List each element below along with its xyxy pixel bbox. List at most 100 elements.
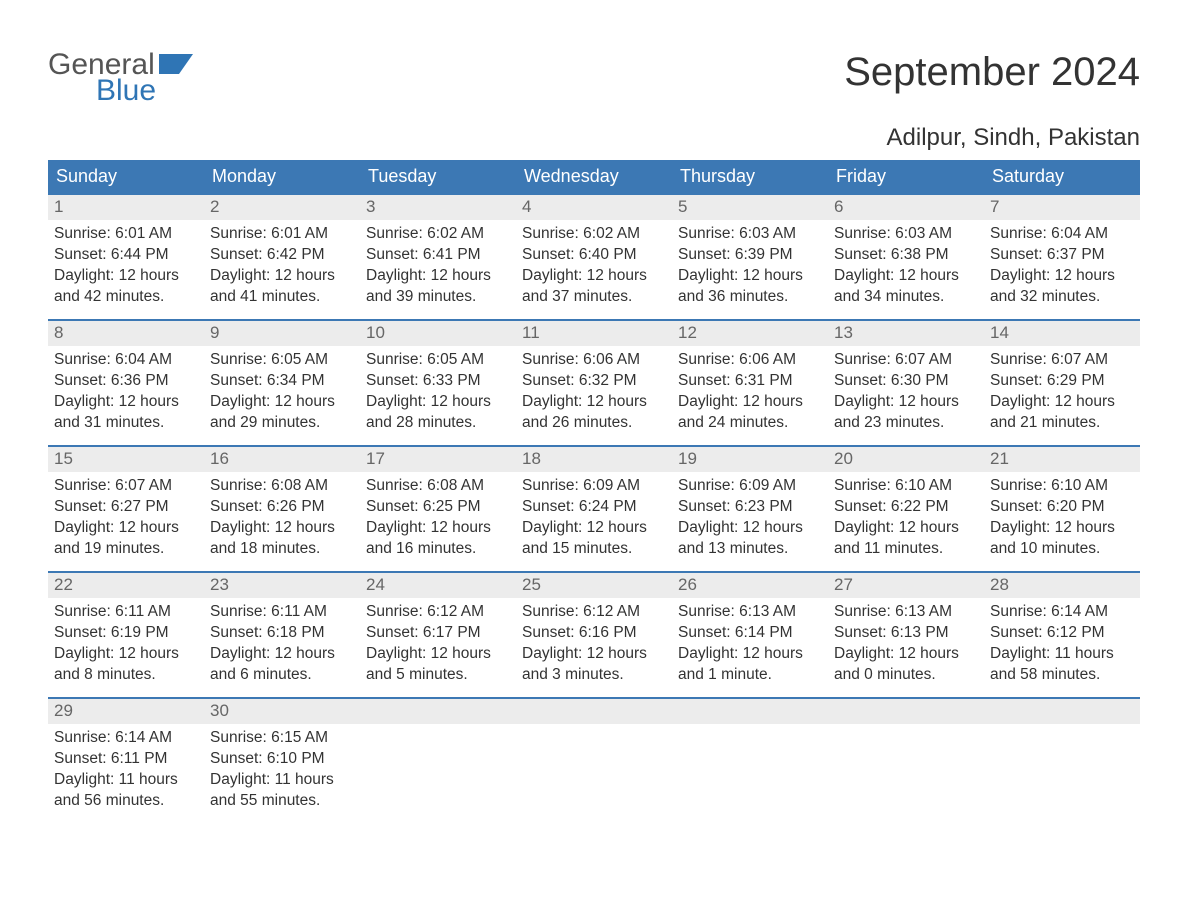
calendar-day-cell: 9Sunrise: 6:05 AMSunset: 6:34 PMDaylight… <box>204 319 360 445</box>
daylight-text-2: and 41 minutes. <box>210 287 354 308</box>
day-number: 30 <box>204 697 360 724</box>
day-number: 29 <box>48 697 204 724</box>
daylight-text-1: Daylight: 12 hours <box>366 644 510 665</box>
day-details: Sunrise: 6:10 AMSunset: 6:20 PMDaylight:… <box>984 472 1140 566</box>
day-number: 3 <box>360 193 516 220</box>
daylight-text-2: and 58 minutes. <box>990 665 1134 686</box>
daylight-text-2: and 34 minutes. <box>834 287 978 308</box>
daylight-text-2: and 21 minutes. <box>990 413 1134 434</box>
calendar-day-cell <box>360 697 516 823</box>
sunset-text: Sunset: 6:41 PM <box>366 245 510 266</box>
day-number: 7 <box>984 193 1140 220</box>
sunset-text: Sunset: 6:42 PM <box>210 245 354 266</box>
daylight-text-2: and 55 minutes. <box>210 791 354 812</box>
daylight-text-2: and 10 minutes. <box>990 539 1134 560</box>
daylight-text-2: and 3 minutes. <box>522 665 666 686</box>
day-number: 24 <box>360 571 516 598</box>
daylight-text-2: and 37 minutes. <box>522 287 666 308</box>
calendar-week-row: 15Sunrise: 6:07 AMSunset: 6:27 PMDayligh… <box>48 445 1140 571</box>
calendar-day-cell: 14Sunrise: 6:07 AMSunset: 6:29 PMDayligh… <box>984 319 1140 445</box>
day-details: Sunrise: 6:05 AMSunset: 6:33 PMDaylight:… <box>360 346 516 440</box>
daylight-text-1: Daylight: 12 hours <box>54 266 198 287</box>
calendar-table: Sunday Monday Tuesday Wednesday Thursday… <box>48 160 1140 823</box>
day-number <box>672 697 828 724</box>
sunset-text: Sunset: 6:37 PM <box>990 245 1134 266</box>
header: General Blue September 2024 <box>48 50 1140 106</box>
daylight-text-1: Daylight: 12 hours <box>210 518 354 539</box>
brand-flag-icon <box>159 50 193 80</box>
daylight-text-1: Daylight: 12 hours <box>210 266 354 287</box>
calendar-day-cell: 5Sunrise: 6:03 AMSunset: 6:39 PMDaylight… <box>672 193 828 319</box>
sunrise-text: Sunrise: 6:04 AM <box>54 350 198 371</box>
daylight-text-1: Daylight: 11 hours <box>210 770 354 791</box>
day-number: 2 <box>204 193 360 220</box>
sunset-text: Sunset: 6:30 PM <box>834 371 978 392</box>
day-number <box>828 697 984 724</box>
day-number: 9 <box>204 319 360 346</box>
daylight-text-1: Daylight: 12 hours <box>54 392 198 413</box>
day-number <box>984 697 1140 724</box>
weekday-header: Monday <box>204 160 360 193</box>
daylight-text-2: and 13 minutes. <box>678 539 822 560</box>
calendar-day-cell: 7Sunrise: 6:04 AMSunset: 6:37 PMDaylight… <box>984 193 1140 319</box>
day-details: Sunrise: 6:11 AMSunset: 6:18 PMDaylight:… <box>204 598 360 692</box>
weekday-header: Saturday <box>984 160 1140 193</box>
daylight-text-1: Daylight: 12 hours <box>210 392 354 413</box>
page-title: September 2024 <box>844 50 1140 95</box>
calendar-day-cell: 30Sunrise: 6:15 AMSunset: 6:10 PMDayligh… <box>204 697 360 823</box>
sunrise-text: Sunrise: 6:12 AM <box>522 602 666 623</box>
daylight-text-2: and 5 minutes. <box>366 665 510 686</box>
day-number: 6 <box>828 193 984 220</box>
daylight-text-2: and 32 minutes. <box>990 287 1134 308</box>
sunset-text: Sunset: 6:14 PM <box>678 623 822 644</box>
daylight-text-1: Daylight: 12 hours <box>54 518 198 539</box>
day-details: Sunrise: 6:05 AMSunset: 6:34 PMDaylight:… <box>204 346 360 440</box>
day-number: 11 <box>516 319 672 346</box>
day-number: 19 <box>672 445 828 472</box>
day-number: 1 <box>48 193 204 220</box>
sunset-text: Sunset: 6:18 PM <box>210 623 354 644</box>
day-details: Sunrise: 6:12 AMSunset: 6:16 PMDaylight:… <box>516 598 672 692</box>
daylight-text-2: and 31 minutes. <box>54 413 198 434</box>
sunrise-text: Sunrise: 6:08 AM <box>210 476 354 497</box>
calendar-week-row: 8Sunrise: 6:04 AMSunset: 6:36 PMDaylight… <box>48 319 1140 445</box>
day-details: Sunrise: 6:01 AMSunset: 6:42 PMDaylight:… <box>204 220 360 314</box>
sunrise-text: Sunrise: 6:06 AM <box>678 350 822 371</box>
sunrise-text: Sunrise: 6:11 AM <box>210 602 354 623</box>
sunset-text: Sunset: 6:16 PM <box>522 623 666 644</box>
daylight-text-2: and 8 minutes. <box>54 665 198 686</box>
day-number: 26 <box>672 571 828 598</box>
day-details: Sunrise: 6:14 AMSunset: 6:11 PMDaylight:… <box>48 724 204 818</box>
sunrise-text: Sunrise: 6:10 AM <box>834 476 978 497</box>
calendar-day-cell: 22Sunrise: 6:11 AMSunset: 6:19 PMDayligh… <box>48 571 204 697</box>
sunset-text: Sunset: 6:33 PM <box>366 371 510 392</box>
sunset-text: Sunset: 6:27 PM <box>54 497 198 518</box>
daylight-text-2: and 6 minutes. <box>210 665 354 686</box>
daylight-text-2: and 42 minutes. <box>54 287 198 308</box>
calendar-day-cell: 15Sunrise: 6:07 AMSunset: 6:27 PMDayligh… <box>48 445 204 571</box>
calendar-day-cell: 23Sunrise: 6:11 AMSunset: 6:18 PMDayligh… <box>204 571 360 697</box>
day-details: Sunrise: 6:08 AMSunset: 6:26 PMDaylight:… <box>204 472 360 566</box>
day-number: 13 <box>828 319 984 346</box>
calendar-day-cell: 13Sunrise: 6:07 AMSunset: 6:30 PMDayligh… <box>828 319 984 445</box>
weekday-header: Tuesday <box>360 160 516 193</box>
weekday-header: Wednesday <box>516 160 672 193</box>
calendar-week-row: 1Sunrise: 6:01 AMSunset: 6:44 PMDaylight… <box>48 193 1140 319</box>
sunrise-text: Sunrise: 6:11 AM <box>54 602 198 623</box>
sunset-text: Sunset: 6:24 PM <box>522 497 666 518</box>
sunrise-text: Sunrise: 6:09 AM <box>678 476 822 497</box>
calendar-day-cell: 29Sunrise: 6:14 AMSunset: 6:11 PMDayligh… <box>48 697 204 823</box>
day-details: Sunrise: 6:12 AMSunset: 6:17 PMDaylight:… <box>360 598 516 692</box>
calendar-day-cell: 4Sunrise: 6:02 AMSunset: 6:40 PMDaylight… <box>516 193 672 319</box>
daylight-text-1: Daylight: 12 hours <box>990 518 1134 539</box>
daylight-text-1: Daylight: 12 hours <box>522 392 666 413</box>
day-details: Sunrise: 6:02 AMSunset: 6:40 PMDaylight:… <box>516 220 672 314</box>
sunset-text: Sunset: 6:23 PM <box>678 497 822 518</box>
daylight-text-1: Daylight: 12 hours <box>366 266 510 287</box>
sunrise-text: Sunrise: 6:15 AM <box>210 728 354 749</box>
sunrise-text: Sunrise: 6:07 AM <box>54 476 198 497</box>
sunset-text: Sunset: 6:29 PM <box>990 371 1134 392</box>
day-number: 21 <box>984 445 1140 472</box>
daylight-text-2: and 29 minutes. <box>210 413 354 434</box>
daylight-text-1: Daylight: 11 hours <box>990 644 1134 665</box>
